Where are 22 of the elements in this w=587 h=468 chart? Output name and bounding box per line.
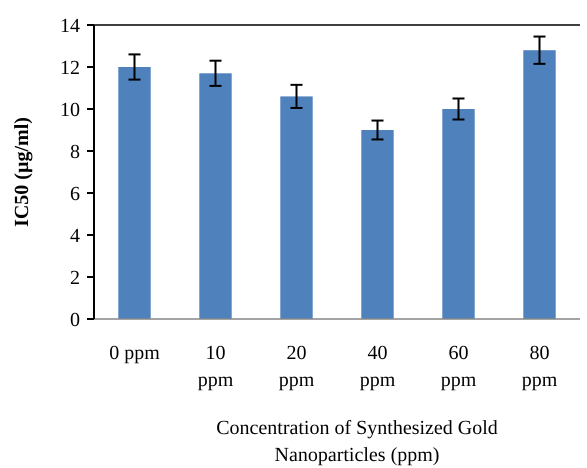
x-tick-label: 20 ppm xyxy=(278,342,315,391)
bar xyxy=(280,96,313,319)
bar xyxy=(361,130,394,319)
y-axis-title: IC50 (µg/ml) xyxy=(11,117,33,227)
y-tick-label: 8 xyxy=(70,141,80,163)
x-tick-label: 0 ppm xyxy=(109,342,160,364)
x-tick-label: 40 ppm xyxy=(360,342,396,391)
x-tick-label: 10 ppm xyxy=(198,342,234,391)
bar xyxy=(523,50,556,319)
y-tick-label: 14 xyxy=(60,15,80,37)
x-tick-label: 60 ppm xyxy=(440,342,477,391)
bar xyxy=(442,109,475,319)
y-tick-label: 6 xyxy=(70,183,80,205)
y-tick-label: 2 xyxy=(70,267,80,289)
y-tick-label: 10 xyxy=(60,99,80,121)
x-axis-title: Concentration of Synthesized Gold Nanoparticles (ppm) xyxy=(216,417,498,466)
y-tick-label: 0 xyxy=(70,309,80,331)
x-tick-label: 80 ppm xyxy=(522,342,558,391)
bar xyxy=(199,73,232,319)
bar xyxy=(118,67,151,319)
y-tick-label: 12 xyxy=(60,57,80,79)
y-tick-label: 4 xyxy=(70,225,80,247)
